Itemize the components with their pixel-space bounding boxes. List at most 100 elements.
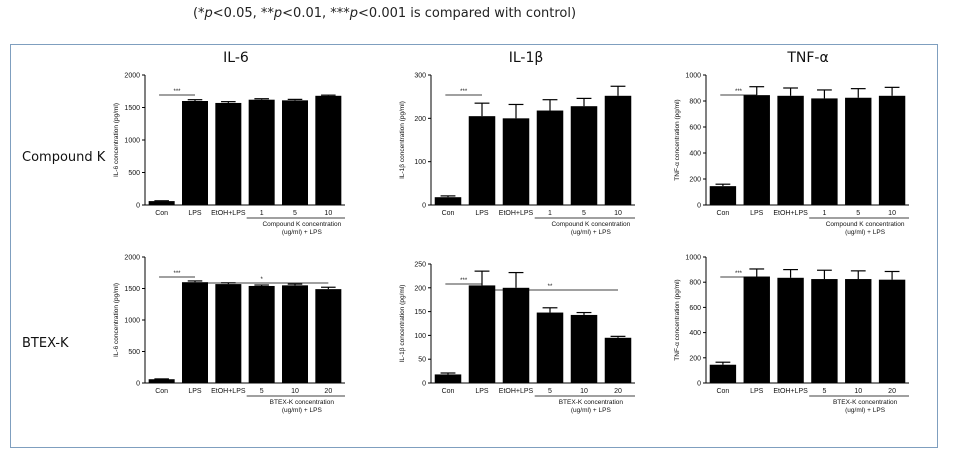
bar: [777, 95, 804, 205]
x-tick-label: EtOH+LPS: [211, 388, 246, 395]
x-tick-label: EtOH+LPS: [499, 210, 534, 217]
x-tick-label: Con: [442, 388, 455, 395]
y-axis-label: IL-6 concentration (pg/ml): [113, 283, 120, 357]
y-tick-label: 0: [136, 381, 140, 388]
x-tick-label: 5: [293, 210, 297, 217]
x-tick-label: Con: [155, 388, 168, 395]
bar: [315, 95, 342, 205]
bar: [536, 312, 564, 383]
x-tick-label: 1: [822, 210, 826, 217]
bar: [536, 110, 564, 205]
x-tick-label: Con: [716, 388, 729, 395]
caption-p1-star: *: [198, 6, 205, 21]
y-tick-label: 400: [689, 330, 701, 337]
group-label-unit: (ug/ml) + LPS: [571, 229, 612, 236]
row-label-compound-k: Compound K: [22, 150, 106, 165]
figure-caption: (*p<0.05, **p<0.01, ***p<0.001 is compar…: [0, 6, 969, 21]
significance-label: *: [260, 277, 263, 283]
x-tick-label: 1: [260, 210, 264, 217]
x-tick-label: LPS: [188, 210, 202, 217]
caption-p1-p: p: [204, 6, 213, 21]
significance-label: ***: [735, 89, 743, 95]
bar: [709, 364, 737, 383]
y-tick-label: 500: [128, 349, 140, 356]
panel-title-tnfa: TNF-α: [787, 50, 829, 66]
x-tick-label: EtOH+LPS: [773, 210, 808, 217]
x-tick-label: LPS: [750, 210, 764, 217]
y-tick-label: 200: [414, 116, 426, 123]
y-axis-label: TNF-α concentration (pg/ml): [674, 279, 681, 360]
significance-label: **: [548, 284, 553, 290]
group-label-unit: (ug/ml) + LPS: [282, 407, 323, 414]
bar: [570, 314, 598, 383]
x-tick-label: 5: [260, 388, 264, 395]
y-tick-label: 200: [689, 355, 701, 362]
x-tick-label: 20: [614, 388, 622, 395]
y-tick-label: 500: [128, 170, 140, 177]
bar: [570, 106, 598, 205]
bar: [777, 277, 804, 383]
y-tick-label: 1000: [124, 138, 140, 145]
y-tick-label: 100: [414, 333, 426, 340]
y-axis-label: IL-6 concentration (pg/ml): [113, 103, 120, 177]
y-tick-label: 250: [414, 262, 426, 269]
group-label-unit: (ug/ml) + LPS: [845, 229, 886, 236]
significance-label: ***: [460, 278, 468, 284]
x-tick-label: EtOH+LPS: [211, 210, 246, 217]
bar: [148, 379, 175, 383]
bar: [282, 100, 308, 205]
y-tick-label: 0: [422, 203, 426, 210]
row-label-btex-k: BTEX-K: [22, 336, 69, 351]
y-tick-label: 1000: [124, 318, 140, 325]
group-label-unit: (ug/ml) + LPS: [845, 407, 886, 414]
bar: [845, 279, 872, 383]
bar: [845, 97, 872, 205]
x-tick-label: 5: [548, 388, 552, 395]
bar: [182, 101, 208, 205]
bar: [282, 285, 308, 383]
bar: [878, 95, 906, 205]
group-label: Compound K concentration: [551, 221, 630, 228]
bar: [434, 374, 462, 383]
y-tick-label: 100: [414, 159, 426, 166]
group-label: BTEX-K concentration: [270, 399, 335, 406]
bar: [502, 118, 530, 205]
x-tick-label: Con: [155, 210, 168, 217]
significance-label: ***: [174, 271, 182, 277]
y-tick-label: 150: [414, 309, 426, 316]
group-label-unit: (ug/ml) + LPS: [571, 407, 612, 414]
group-label: Compound K concentration: [826, 221, 905, 228]
chart-panel-4: 0 50 100 150 200 250 IL-1β concentration (pg/m…: [399, 262, 635, 414]
y-tick-label: 600: [689, 305, 701, 312]
group-label: BTEX-K concentration: [559, 399, 624, 406]
x-tick-label: 10: [888, 210, 896, 217]
y-tick-label: 0: [136, 203, 140, 210]
x-tick-label: 10: [580, 388, 588, 395]
group-label-unit: (ug/ml) + LPS: [282, 229, 323, 236]
y-tick-label: 800: [689, 280, 701, 287]
x-tick-label: 1: [548, 210, 552, 217]
bar: [182, 282, 208, 383]
bar: [215, 284, 242, 383]
y-tick-label: 400: [689, 151, 701, 158]
x-tick-label: 10: [324, 210, 332, 217]
bar: [743, 95, 770, 205]
bar: [811, 98, 838, 205]
x-tick-label: Con: [442, 210, 455, 217]
x-tick-label: 10: [854, 388, 862, 395]
caption-open: (: [192, 6, 199, 21]
caption-p2-rest: <0.01,: [282, 6, 331, 21]
y-tick-label: 0: [697, 203, 701, 210]
bar: [604, 95, 632, 205]
y-tick-label: 0: [422, 381, 426, 388]
x-tick-label: LPS: [188, 388, 202, 395]
bar: [502, 287, 530, 383]
bar: [148, 201, 175, 205]
y-tick-label: 200: [689, 177, 701, 184]
bar: [434, 197, 462, 205]
group-label: Compound K concentration: [262, 221, 341, 228]
caption-p3-rest: <0.001 is compared with control): [358, 6, 577, 21]
chart-panel-3: 0 500 1000 1500 2000 IL-6 concentration (pg/m…: [113, 255, 345, 414]
panel-title-il6: IL-6: [223, 50, 249, 66]
